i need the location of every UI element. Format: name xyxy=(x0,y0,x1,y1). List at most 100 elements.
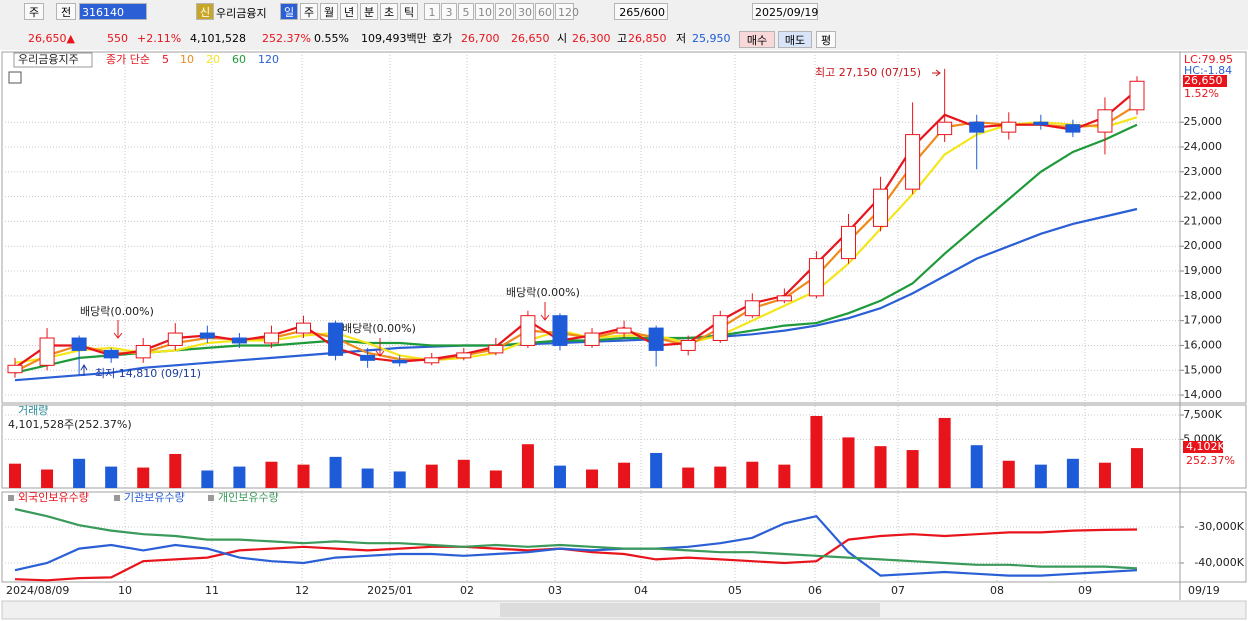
legend-swatch xyxy=(114,495,120,501)
y-tick-label: 20,000 xyxy=(1184,239,1223,252)
interval-button[interactable]: 30 xyxy=(515,3,534,20)
quote-change-pct: +2.11% xyxy=(137,32,182,45)
unit-button[interactable]: 월 xyxy=(320,3,338,20)
candle-body xyxy=(873,188,889,227)
legend-entry: 개인보유수량 xyxy=(218,491,279,504)
candle-body xyxy=(648,327,664,351)
candle-body xyxy=(296,322,312,334)
volume-bar xyxy=(682,467,695,488)
annotation: 배당락(0.00%) xyxy=(342,322,416,335)
annotation: 최고 27,150 (07/15) xyxy=(815,66,921,79)
volume-bar xyxy=(970,445,983,488)
sell-button[interactable]: 매도 xyxy=(778,31,812,48)
volume-bar xyxy=(650,452,663,488)
candle-body xyxy=(360,354,376,361)
quote-volume: 4,101,528 xyxy=(190,32,246,45)
count[interactable]: 265/600 xyxy=(614,3,668,20)
volume-bar xyxy=(553,465,566,488)
chart: 2024/08/09 10 11 12 2025/01 02 03 04 05 06 07 08 09 0… xyxy=(0,50,1248,621)
scroll-thumb[interactable] xyxy=(500,603,880,617)
legend-entry: 외국인보유수량 xyxy=(18,491,89,504)
volume-bar xyxy=(393,471,406,488)
volume-bar xyxy=(201,470,214,488)
unit-button[interactable]: 년 xyxy=(340,3,358,20)
interval-button[interactable]: 1 xyxy=(424,3,440,20)
volume-bar xyxy=(73,458,86,488)
y-tick-label: 23,000 xyxy=(1184,165,1223,178)
candle-body xyxy=(424,357,440,364)
candle-body xyxy=(488,344,504,354)
y-tick-label: 16,000 xyxy=(1184,338,1223,351)
candle-body xyxy=(392,359,408,364)
interval-button[interactable]: 5 xyxy=(458,3,474,20)
interval-button[interactable]: 60 xyxy=(535,3,554,20)
legend-entry: 20 xyxy=(206,53,220,66)
quote-ask-label: 호가 xyxy=(432,32,453,45)
candle-body xyxy=(969,121,985,133)
y-tick-label: 19,000 xyxy=(1184,264,1223,277)
side-label-bg xyxy=(1183,441,1223,453)
candle-body xyxy=(135,344,151,359)
count-max: /600 xyxy=(640,6,665,19)
volume-bar xyxy=(1098,462,1111,488)
volume-bar xyxy=(938,417,951,488)
unit-button[interactable]: 초 xyxy=(380,3,398,20)
volume-bar xyxy=(810,415,823,488)
side-label: 252.37% xyxy=(1186,454,1235,467)
candle-body xyxy=(103,349,119,359)
date-input[interactable]: 2025/09/19 xyxy=(752,3,818,20)
buy-button[interactable]: 매수 xyxy=(739,31,775,48)
eval-button[interactable]: 평 xyxy=(816,31,836,48)
interval-button[interactable]: 3 xyxy=(441,3,457,20)
badge: 신 xyxy=(196,3,214,20)
prev[interactable]: 전 xyxy=(56,3,76,20)
volume-bar xyxy=(1034,464,1047,488)
unit-button[interactable]: 틱 xyxy=(400,3,418,20)
stock-label: 우리금융지주 xyxy=(18,53,79,66)
time-label: 07 xyxy=(891,584,905,597)
y-tick-label: -40,000K xyxy=(1194,556,1244,569)
time-label: 10 xyxy=(118,584,132,597)
unit-button[interactable]: 일 xyxy=(280,3,298,20)
quote-price: 26,650▲ xyxy=(28,32,75,45)
volume-bar xyxy=(1131,448,1143,488)
interval-button[interactable]: 120 xyxy=(555,3,579,20)
candle-body xyxy=(456,352,472,359)
legend-box xyxy=(13,52,93,68)
quote-bar: 26,650▲ 550 +2.11% 4,101,528 252.37% 0.55% 109… xyxy=(0,28,1248,51)
code-input[interactable]: 316140 xyxy=(79,3,147,20)
panel-subtitle: 4,101,528주(252.37%) xyxy=(8,418,132,431)
interval-button[interactable]: 20 xyxy=(495,3,514,20)
volume-bar xyxy=(1002,460,1015,488)
candle-body xyxy=(7,364,23,374)
volume-bar xyxy=(425,464,438,488)
legend-swatch xyxy=(8,495,14,501)
interval-button[interactable]: 10 xyxy=(475,3,494,20)
volume-bar xyxy=(41,469,54,488)
candle-body xyxy=(744,300,760,317)
candle-body xyxy=(680,339,696,351)
y-tick-label: 24,000 xyxy=(1184,140,1223,153)
unit-button[interactable]: 주 xyxy=(300,3,318,20)
candle-body xyxy=(231,337,247,344)
quote-open-label: 시 xyxy=(557,32,568,45)
candle-body xyxy=(840,225,856,260)
time-label: 06 xyxy=(808,584,822,597)
holding-line xyxy=(14,507,1138,570)
candle-body xyxy=(584,332,600,346)
time-label: 11 xyxy=(205,584,219,597)
stock-name: 우리금융지 xyxy=(216,7,267,20)
volume-bar xyxy=(9,463,21,488)
moving-average xyxy=(14,207,1138,382)
volume-bar xyxy=(489,470,502,488)
legend-entry: 10 xyxy=(180,53,194,66)
candle-body xyxy=(71,337,87,351)
period[interactable]: 주 xyxy=(24,3,44,20)
candle-body xyxy=(199,332,215,339)
panel xyxy=(1,51,1247,404)
volume-bar xyxy=(265,461,278,488)
unit-button[interactable]: 분 xyxy=(360,3,378,20)
annotation: 배당락(0.00%) xyxy=(80,305,154,318)
annotation-arrow xyxy=(80,364,88,376)
